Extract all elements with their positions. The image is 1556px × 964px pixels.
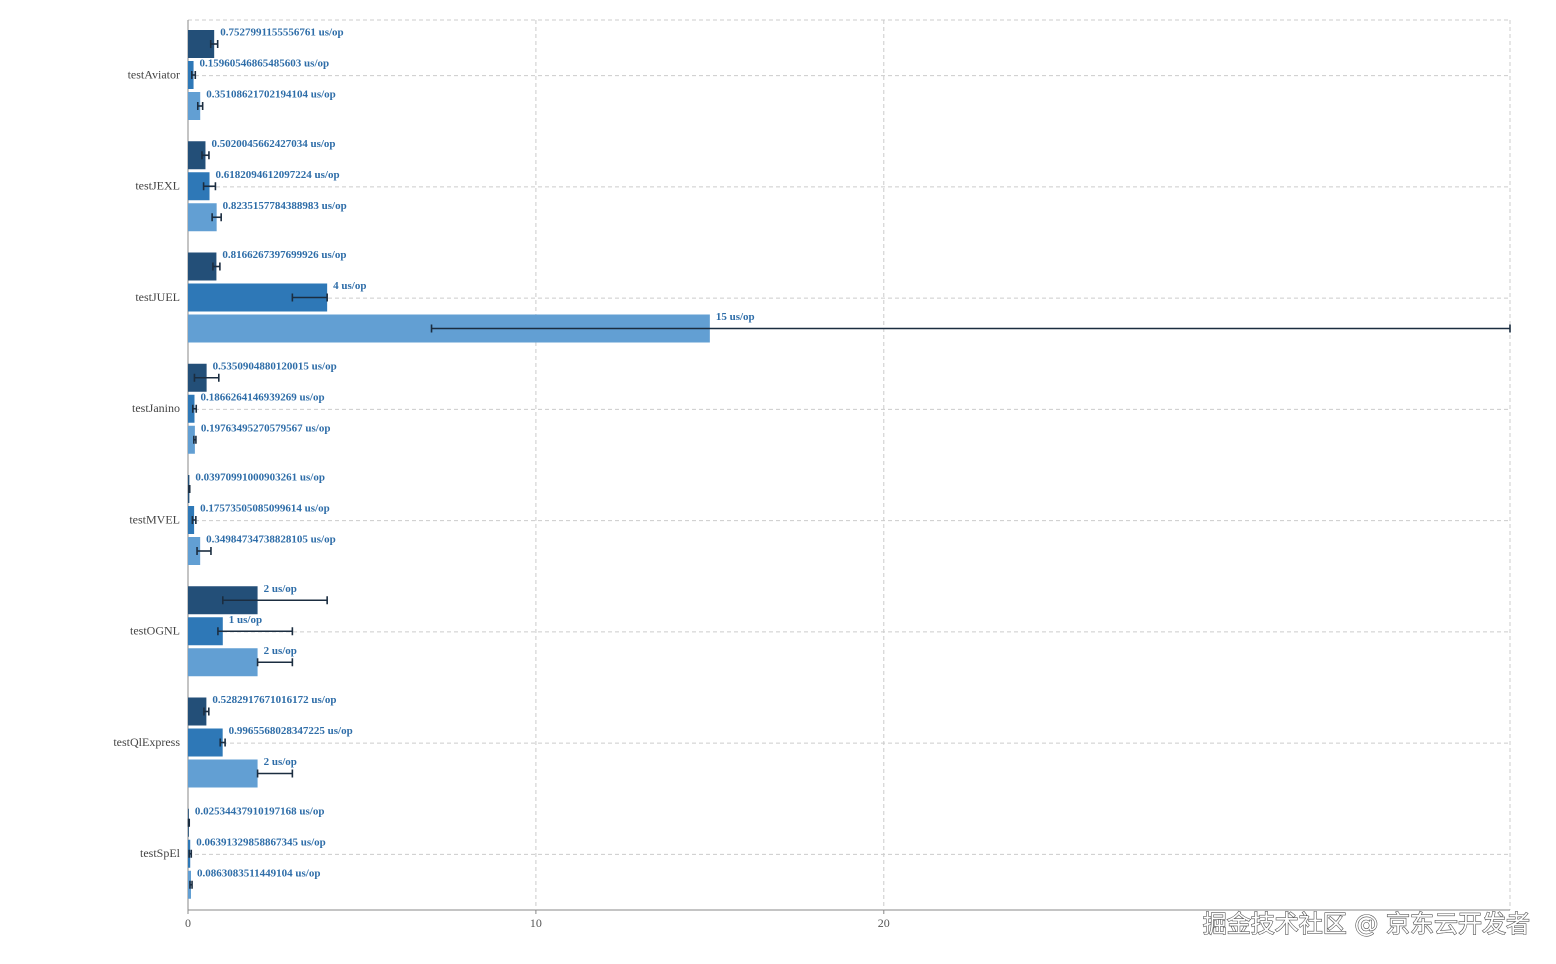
watermark: 掘金技术社区 @ 京东云开发者 [1203, 910, 1530, 938]
bar [188, 30, 215, 58]
y-tick-label: testAviator [128, 67, 180, 81]
value-label: 0.03970991000903261 us/op [195, 472, 325, 484]
x-tick-label: 20 [878, 916, 890, 930]
value-label: 2 us/op [264, 756, 297, 768]
bar [188, 617, 223, 646]
value-label: 0.15960546865485603 us/op [200, 58, 330, 70]
bar [188, 697, 207, 726]
y-tick-label: testJEXL [135, 179, 180, 193]
value-label: 0.35108621702194104 us/op [206, 89, 336, 101]
x-tick-label: 0 [185, 916, 191, 930]
bar [188, 728, 223, 757]
value-label: 0.0863083511449104 us/op [197, 867, 320, 879]
value-label: 4 us/op [333, 280, 366, 292]
value-label: 0.5350904880120015 us/op [213, 360, 337, 372]
bar [188, 92, 201, 120]
x-tick-label: 10 [530, 916, 542, 930]
y-tick-label: testQlExpress [113, 735, 180, 749]
value-label: 0.17573505085099614 us/op [200, 503, 330, 515]
value-label: 0.02534437910197168 us/op [195, 805, 325, 817]
value-label: 0.34984734738828105 us/op [206, 534, 336, 546]
value-label: 0.8166267397699926 us/op [222, 249, 346, 261]
y-tick-label: testJanino [132, 401, 180, 415]
value-label: 0.7527991155556761 us/op [220, 27, 343, 39]
bar [188, 648, 258, 677]
value-label: 2 us/op [264, 583, 297, 595]
bar [188, 61, 194, 89]
value-label: 0.8235157784388983 us/op [223, 200, 347, 212]
bar [188, 425, 195, 454]
y-tick-label: testSpEl [140, 846, 181, 860]
bar [188, 172, 210, 201]
bar [188, 394, 195, 423]
value-label: 0.9965568028347225 us/op [229, 725, 353, 737]
value-label: 0.19763495270579567 us/op [201, 422, 331, 434]
bar [188, 506, 195, 534]
value-label: 15 us/op [716, 311, 755, 323]
value-label: 2 us/op [264, 645, 297, 657]
bar [188, 252, 217, 281]
value-label: 0.5282917671016172 us/op [212, 694, 336, 706]
value-label: 1 us/op [229, 614, 262, 626]
y-tick-label: testMVEL [129, 512, 180, 526]
y-tick-label: testJUEL [135, 290, 180, 304]
value-label: 0.06391329858867345 us/op [196, 836, 326, 848]
value-label: 0.1866264146939269 us/op [200, 391, 324, 403]
bar [188, 759, 258, 788]
value-label: 0.5020045662427034 us/op [211, 138, 335, 150]
y-tick-label: testOGNL [130, 624, 180, 638]
bar [188, 537, 201, 565]
value-label: 0.6182094612097224 us/op [216, 169, 340, 181]
bar [188, 141, 206, 170]
